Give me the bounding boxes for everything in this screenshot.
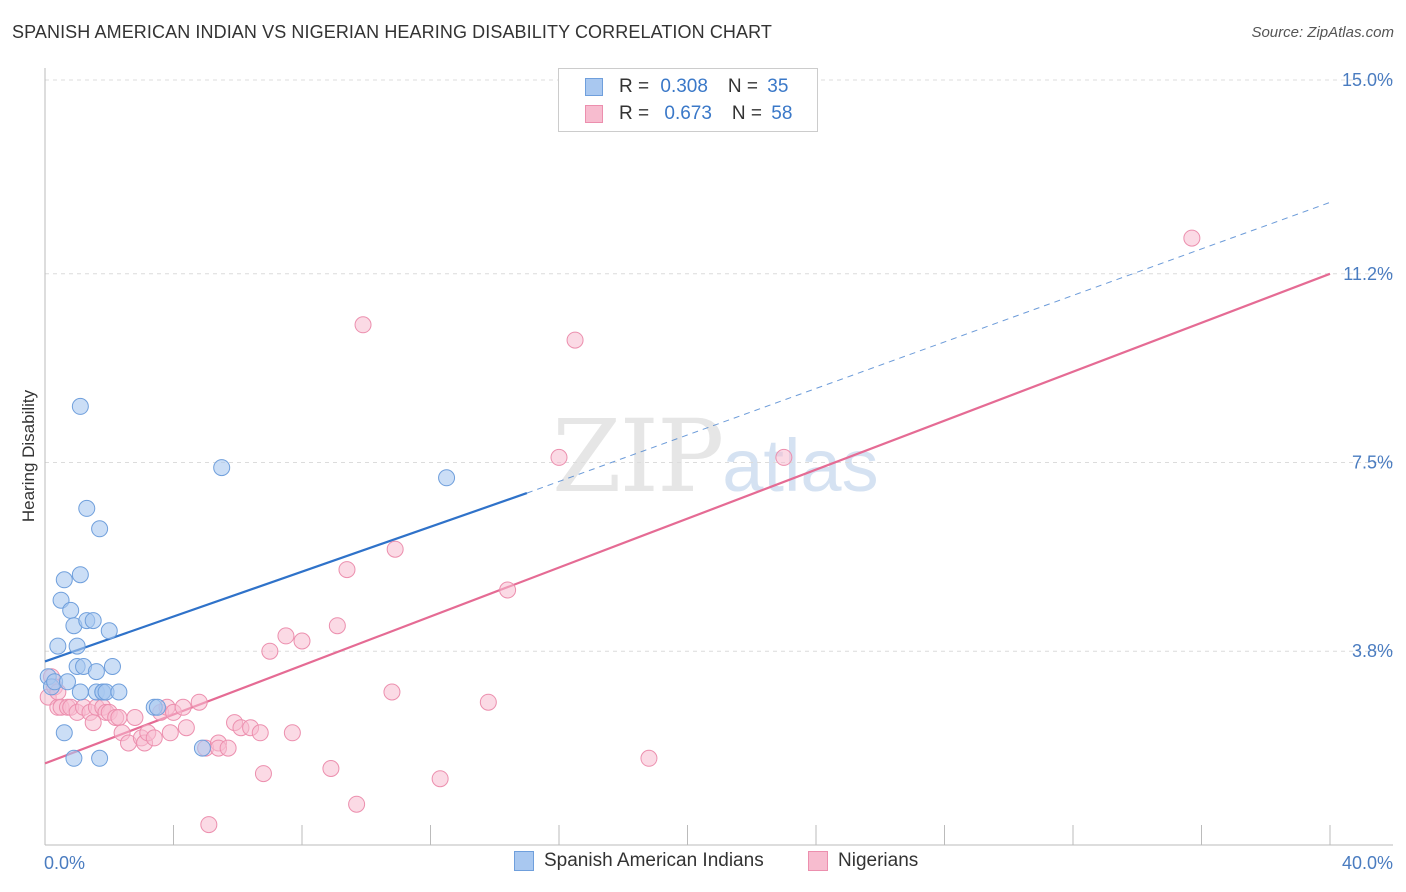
- point-spanish-american-indians: [87, 663, 105, 681]
- trend-extension-spanish-american-indians: [526, 201, 1331, 494]
- point-spanish-american-indians: [65, 749, 83, 767]
- legend-r-value: 0.673: [664, 103, 712, 124]
- point-nigerians: [200, 816, 218, 834]
- point-spanish-american-indians: [49, 637, 67, 655]
- legend-r-value: 0.308: [660, 76, 708, 97]
- point-nigerians: [348, 795, 366, 813]
- source-label: Source: ZipAtlas.com: [1251, 24, 1394, 41]
- point-spanish-american-indians: [103, 658, 121, 675]
- trend-line-nigerians: [44, 272, 1331, 765]
- point-nigerians: [431, 770, 449, 788]
- point-spanish-american-indians: [110, 683, 128, 701]
- y-tick-label: 11.2%: [1343, 264, 1393, 284]
- point-spanish-american-indians: [71, 566, 89, 584]
- point-spanish-american-indians: [148, 698, 166, 716]
- point-nigerians: [338, 561, 356, 579]
- y-tick-label: 3.8%: [1352, 641, 1393, 661]
- legend-swatch-blue: [585, 78, 603, 96]
- point-nigerians: [110, 709, 128, 726]
- point-spanish-american-indians: [55, 724, 73, 742]
- point-spanish-american-indians: [58, 673, 76, 691]
- legend-row-nigerians: R = 0.673 N = 58: [585, 102, 792, 126]
- point-nigerians: [566, 331, 584, 349]
- point-nigerians: [386, 540, 404, 558]
- point-nigerians: [640, 749, 658, 767]
- point-nigerians: [293, 632, 311, 650]
- series-legend-item-spanish-american-indians[interactable]: Spanish American Indians: [514, 850, 764, 872]
- series-legend-label: Nigerians: [838, 850, 919, 871]
- point-spanish-american-indians: [213, 459, 231, 477]
- point-spanish-american-indians: [84, 612, 102, 630]
- series-swatch-blue: [514, 851, 534, 871]
- point-nigerians: [161, 724, 179, 742]
- axes: [44, 68, 1393, 846]
- point-spanish-american-indians: [71, 397, 89, 415]
- point-spanish-american-indians: [91, 749, 109, 767]
- point-spanish-american-indians: [193, 739, 211, 757]
- legend-n-value: 35: [767, 76, 789, 97]
- point-nigerians: [177, 719, 195, 737]
- legend-row-spanish-american-indians: R = 0.308 N = 35: [585, 75, 788, 99]
- watermark-zip: ZIP: [552, 398, 724, 515]
- point-nigerians: [190, 693, 208, 711]
- point-nigerians: [219, 739, 237, 757]
- series-swatch-pink: [808, 851, 828, 871]
- point-nigerians: [383, 683, 401, 701]
- point-nigerians: [251, 724, 269, 742]
- tick-labels: 3.8% 7.5% 11.2% 15.0% 0.0% 40.0%: [44, 70, 1393, 873]
- point-nigerians: [84, 714, 102, 732]
- point-nigerians: [145, 729, 163, 747]
- series-legend-item-nigerians[interactable]: Nigerians: [808, 850, 918, 872]
- point-nigerians: [354, 316, 372, 334]
- point-nigerians: [499, 581, 517, 599]
- point-spanish-american-indians: [78, 499, 96, 517]
- legend-r-label: R =: [619, 103, 655, 124]
- point-spanish-american-indians: [91, 520, 109, 538]
- point-nigerians: [550, 448, 568, 466]
- trend-line-spanish-american-indians: [44, 492, 528, 663]
- series-legend: Spanish American Indians Nigerians: [0, 850, 1406, 878]
- legend-n-label: N =: [727, 76, 764, 97]
- legend-swatch-pink: [585, 105, 603, 123]
- point-spanish-american-indians: [68, 637, 86, 655]
- point-nigerians: [277, 627, 295, 645]
- chart-title: SPANISH AMERICAN INDIAN VS NIGERIAN HEAR…: [12, 22, 773, 42]
- point-nigerians: [775, 448, 793, 466]
- point-nigerians: [328, 617, 346, 635]
- trend-lines: [44, 201, 1331, 765]
- y-axis-label: Hearing Disability: [19, 389, 38, 522]
- series-legend-label: Spanish American Indians: [544, 850, 764, 871]
- legend-n-label: N =: [731, 103, 768, 124]
- point-spanish-american-indians: [100, 622, 118, 640]
- point-nigerians: [322, 760, 340, 777]
- x-tick-label: 40.0%: [1342, 853, 1393, 873]
- point-nigerians: [1183, 229, 1201, 247]
- point-spanish-american-indians: [55, 571, 73, 589]
- point-nigerians: [261, 642, 279, 660]
- point-spanish-american-indians: [438, 469, 456, 487]
- y-tick-label: 7.5%: [1352, 453, 1393, 473]
- point-nigerians: [174, 698, 192, 716]
- data-points: [39, 229, 1201, 834]
- watermark-atlas: atlas: [722, 424, 879, 507]
- legend-n-value: 58: [771, 103, 793, 124]
- grid-lines: [45, 79, 1393, 652]
- point-spanish-american-indians: [62, 601, 80, 619]
- point-spanish-american-indians: [71, 683, 89, 701]
- point-nigerians: [126, 709, 144, 726]
- y-tick-label: 15.0%: [1342, 70, 1393, 90]
- point-nigerians: [254, 765, 272, 783]
- watermark: ZIPatlas: [552, 398, 879, 515]
- point-nigerians: [283, 724, 301, 742]
- correlation-legend: R = 0.308 N = 35 R = 0.673 N = 58: [558, 68, 818, 132]
- point-nigerians: [479, 693, 497, 711]
- x-tick-label: 0.0%: [44, 853, 85, 873]
- legend-r-label: R =: [619, 76, 655, 97]
